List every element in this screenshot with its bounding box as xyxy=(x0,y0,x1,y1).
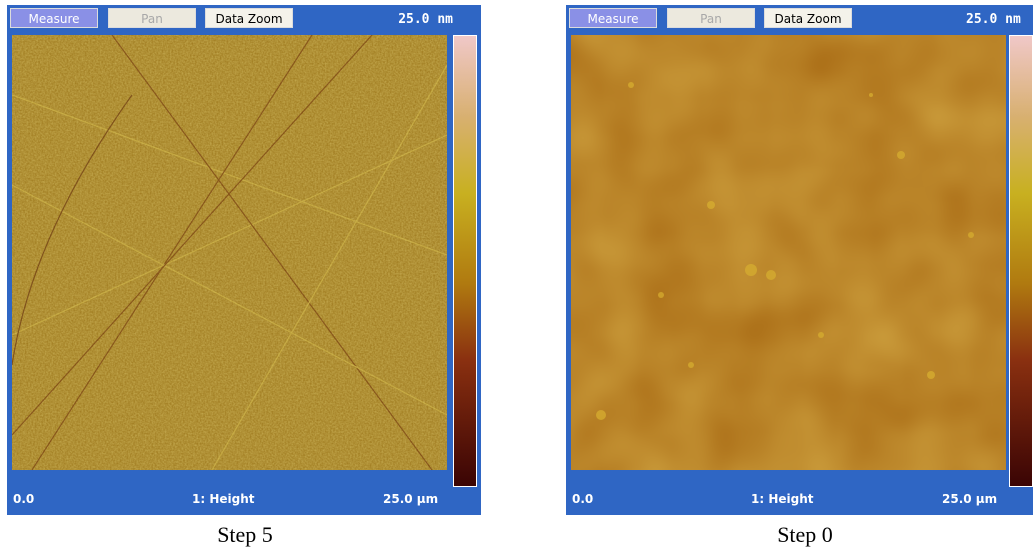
height-image xyxy=(12,35,447,470)
data-zoom-button[interactable]: Data Zoom xyxy=(205,8,293,28)
footer-left: 0.0 xyxy=(572,492,593,506)
pan-button[interactable]: Pan xyxy=(667,8,755,28)
color-bar xyxy=(1009,35,1033,487)
footer-right: 25.0 µm xyxy=(942,492,997,506)
caption: Step 5 xyxy=(95,522,395,548)
data-zoom-button[interactable]: Data Zoom xyxy=(764,8,852,28)
page: Measure Pan Data Zoom 25.0 nm 0.0 1: Hei… xyxy=(0,0,1033,557)
measure-button[interactable]: Measure xyxy=(569,8,657,28)
footer-left: 0.0 xyxy=(13,492,34,506)
z-scale: 25.0 nm xyxy=(966,12,1021,27)
measure-button[interactable]: Measure xyxy=(10,8,98,28)
z-scale: 25.0 nm xyxy=(398,12,453,27)
afm-panel: Measure Pan Data Zoom 25.0 nm 0.0 1: Hei… xyxy=(7,5,481,515)
pan-button[interactable]: Pan xyxy=(108,8,196,28)
height-image xyxy=(571,35,1006,470)
caption: Step 0 xyxy=(655,522,955,548)
footer-center: 1: Height xyxy=(751,492,814,506)
color-bar xyxy=(453,35,477,487)
footer-right: 25.0 µm xyxy=(383,492,438,506)
footer-center: 1: Height xyxy=(192,492,255,506)
afm-panel: Measure Pan Data Zoom 25.0 nm 0.0 1: Hei… xyxy=(566,5,1033,515)
